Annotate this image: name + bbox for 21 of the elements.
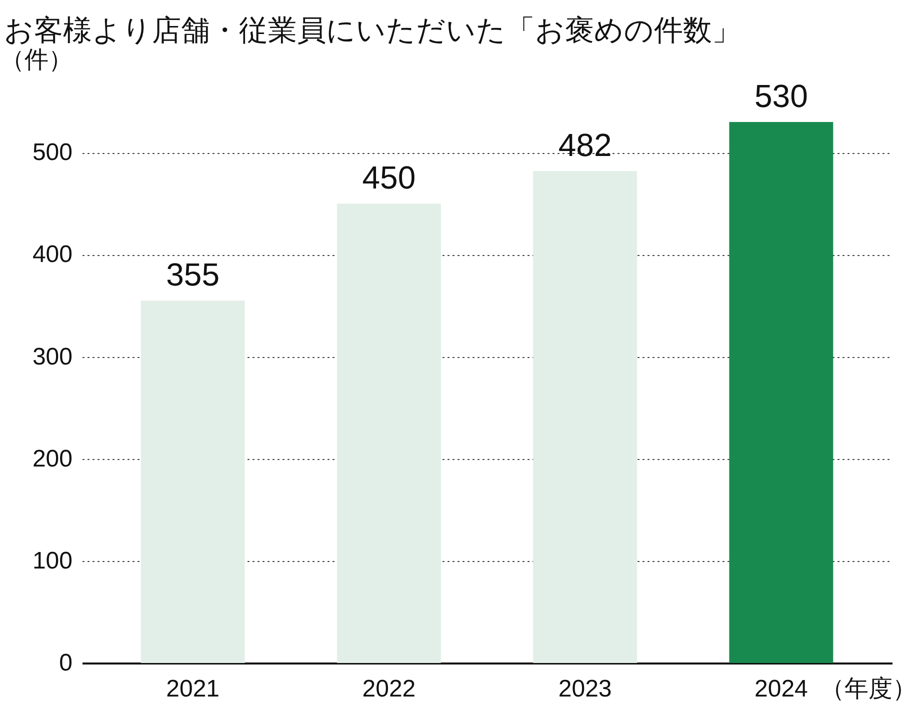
y-tick-label: 500 <box>32 139 72 166</box>
bar <box>729 122 834 663</box>
data-label: 450 <box>362 160 416 196</box>
data-label: 355 <box>166 256 220 293</box>
y-tick-label: 300 <box>32 343 72 370</box>
y-tick-label: 200 <box>32 445 72 472</box>
x-tick-label: 2024 <box>754 676 808 702</box>
x-tick-label: 2023 <box>558 676 612 702</box>
chart-title: お客様より店舗・従業員にいただいた「お褒めの件数」 <box>4 15 741 47</box>
bar <box>140 300 245 663</box>
x-tick-label: 2021 <box>166 676 220 702</box>
y-tick-label: 100 <box>32 547 72 574</box>
y-axis-title: （件） <box>0 46 72 74</box>
y-tick-label: 0 <box>59 650 72 676</box>
x-tick-label: 2022 <box>362 676 416 702</box>
data-label: 530 <box>754 78 808 114</box>
bar <box>533 170 638 663</box>
x-axis-title: （年度） <box>820 676 916 702</box>
y-tick-label: 400 <box>32 241 72 268</box>
data-label: 482 <box>558 126 612 163</box>
bar <box>336 204 441 663</box>
